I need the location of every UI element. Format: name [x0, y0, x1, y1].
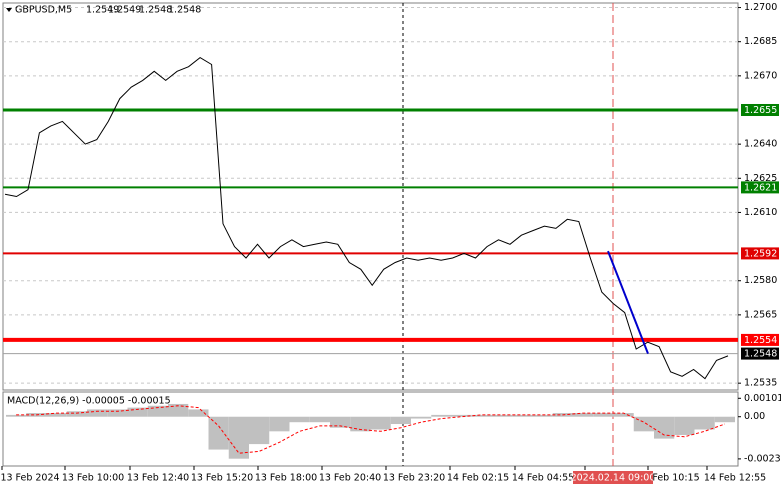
- level-label-box: [741, 247, 779, 260]
- macd-bar: [249, 416, 270, 445]
- menu-arrow: [6, 8, 12, 12]
- y-tick-label: 1.2535: [744, 378, 777, 389]
- y-tick-label: 0.00101: [744, 393, 781, 404]
- level-label: 1.2655: [744, 105, 777, 116]
- macd-bar: [228, 416, 249, 459]
- price-line: [4, 56, 729, 380]
- macd-bar: [714, 416, 735, 423]
- x-tick-label: 14 Feb 02:15: [447, 473, 509, 484]
- level-label: 1.2548: [744, 349, 777, 360]
- y-tick-label: 1.2625: [744, 173, 777, 184]
- macd-bar: [633, 416, 654, 432]
- x-tick-label: 2024.02.14 09:00: [571, 473, 656, 484]
- macd-bar: [66, 411, 87, 417]
- level-label-box: [741, 103, 779, 116]
- macd-bar: [208, 416, 229, 450]
- y-tick-label: 1.2685: [744, 36, 777, 47]
- macd-bar: [390, 416, 411, 425]
- level-label-box: [741, 181, 779, 194]
- y-tick-label: 1.2580: [744, 275, 777, 286]
- macd-bar: [573, 413, 594, 417]
- x-tick-label: Feb 10:15: [652, 473, 699, 484]
- macd-bar: [694, 416, 715, 430]
- level-label-box: [741, 347, 779, 360]
- x-tick-label: 13 Feb 2024: [0, 473, 59, 484]
- macd-title: MACD(12,26,9) -0.00005 -0.00015: [7, 396, 171, 407]
- x-tick-label: 13 Feb 23:20: [383, 473, 445, 484]
- y-tick-label: 1.2670: [744, 70, 777, 81]
- level-label: 1.2554: [744, 335, 777, 346]
- y-tick-label: 1.2565: [744, 309, 777, 320]
- macd-bar: [147, 405, 168, 417]
- macd-bar: [309, 416, 330, 423]
- ohlc-value: 1.2549: [108, 5, 141, 16]
- macd-bar: [593, 413, 614, 417]
- y-tick-label: 0.00: [744, 411, 765, 422]
- macd-bar: [87, 409, 108, 417]
- macd-bar: [127, 407, 148, 417]
- macd-bar: [471, 414, 492, 417]
- macd-bar: [654, 416, 675, 439]
- crosshair-time-box: [573, 471, 653, 484]
- ohlc-value: 1.2548: [139, 5, 172, 16]
- macd-bar: [512, 414, 533, 417]
- macd-bar: [107, 409, 128, 417]
- macd-bar: [431, 414, 452, 417]
- macd-bar: [532, 414, 553, 417]
- macd-bar: [289, 416, 310, 423]
- macd-bar: [330, 416, 351, 428]
- x-tick-label: 13 Feb 18:00: [255, 473, 317, 484]
- symbol-title: GBPUSD,M5: [15, 5, 72, 16]
- x-tick-label: 13 Feb 12:40: [127, 473, 189, 484]
- trend-line: [607, 250, 649, 354]
- signal-line: [16, 405, 726, 454]
- macd-bar: [269, 416, 290, 432]
- macd-bar: [613, 413, 634, 417]
- macd-bar: [492, 414, 513, 417]
- x-tick-label: 13 Feb 15:20: [191, 473, 253, 484]
- macd-bar: [674, 416, 695, 435]
- y-tick-label: 1.2640: [744, 139, 777, 150]
- macd-bar: [46, 413, 67, 417]
- x-tick-label: 14 Feb 04:55: [512, 473, 574, 484]
- macd-bar: [6, 414, 27, 417]
- ohlc-value: 1.2548: [168, 5, 201, 16]
- x-tick-label: 13 Feb 10:00: [62, 473, 124, 484]
- macd-bar: [451, 414, 472, 417]
- y-tick-label: 1.2610: [744, 207, 777, 218]
- main-panel: [2, 2, 739, 391]
- level-label-box: [741, 333, 779, 346]
- macd-bar: [168, 403, 189, 417]
- macd-bar: [350, 416, 371, 432]
- y-tick-label: 1.2700: [744, 2, 777, 13]
- macd-bar: [370, 416, 391, 430]
- macd-bar: [188, 409, 209, 417]
- level-label: 1.2592: [744, 248, 777, 259]
- x-tick-label: 14 Feb 12:55: [704, 473, 766, 484]
- x-tick-label: 13 Feb 20:40: [319, 473, 381, 484]
- macd-bar: [411, 416, 432, 419]
- level-label: 1.2621: [744, 182, 777, 193]
- y-tick-label: -0.00231: [744, 453, 781, 464]
- ohlc-value: 1.2549: [86, 5, 119, 16]
